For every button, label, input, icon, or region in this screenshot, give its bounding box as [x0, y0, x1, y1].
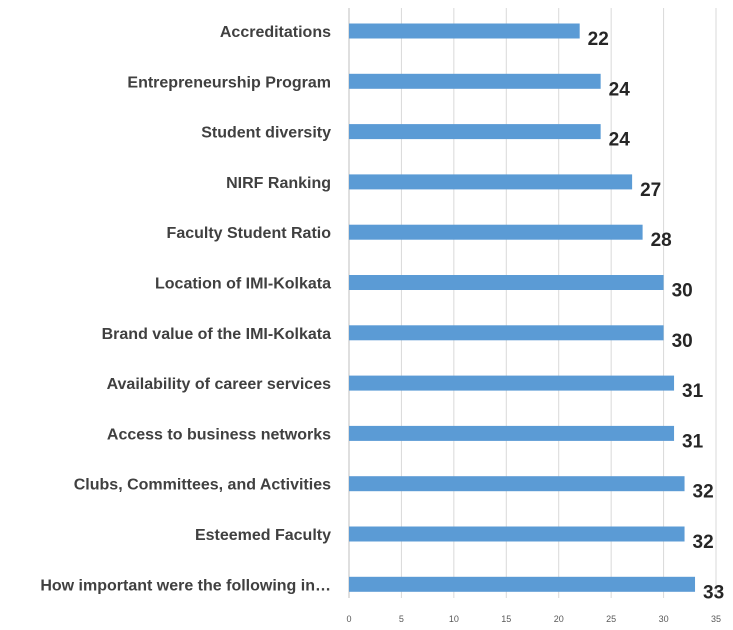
x-tick-label: 15: [501, 614, 511, 624]
data-label: 32: [693, 482, 714, 503]
data-label: 24: [609, 79, 631, 100]
bar: [349, 375, 675, 391]
category-label: Entrepreneurship Program: [127, 74, 331, 91]
bar: [349, 275, 664, 290]
bar: [349, 476, 685, 492]
x-tick-label: 35: [711, 614, 721, 624]
bar: [349, 576, 696, 592]
bar: [349, 124, 601, 140]
data-label: 28: [651, 230, 672, 251]
data-label: 24: [609, 130, 631, 151]
bar: [349, 174, 633, 190]
x-tick-label: 20: [554, 614, 564, 624]
x-axis-ticks: 0 5 10 15 20 25 30 35: [346, 614, 721, 624]
label-layer: Accreditations 22 Entrepreneurship Program…: [40, 24, 724, 603]
data-label: 32: [693, 532, 714, 553]
bar: [349, 425, 675, 441]
category-label: Esteemed Faculty: [195, 527, 331, 544]
bar: [349, 23, 580, 39]
data-label: 22: [588, 29, 609, 50]
category-label: Availability of career services: [107, 376, 332, 393]
category-label: Location of IMI-Kolkata: [155, 276, 331, 293]
bar-layer: [349, 23, 696, 592]
x-tick-label: 5: [399, 614, 404, 624]
category-label: Faculty Student Ratio: [167, 225, 332, 242]
x-tick-label: 30: [659, 614, 669, 624]
x-tick-label: 25: [606, 614, 616, 624]
category-label: Brand value of the IMI-Kolkata: [102, 326, 331, 343]
bar: [349, 224, 643, 240]
category-label: Access to business networks: [107, 426, 331, 443]
category-label: NIRF Ranking: [226, 175, 331, 192]
x-tick-label: 0: [346, 614, 351, 624]
bar: [349, 73, 601, 89]
bar: [349, 325, 664, 341]
data-label: 30: [672, 331, 693, 352]
category-label: Clubs, Committees, and Activities: [74, 477, 331, 494]
bar: [349, 526, 685, 542]
grid-layer: [348, 8, 717, 598]
data-label: 31: [682, 431, 704, 452]
category-label: Accreditations: [220, 24, 331, 41]
data-label: 27: [640, 180, 661, 201]
x-tick-label: 10: [449, 614, 459, 624]
category-label: Student diversity: [201, 125, 331, 142]
data-label: 33: [703, 582, 724, 603]
category-label: How important were the following in…: [40, 577, 331, 594]
data-label: 31: [682, 381, 704, 402]
data-label: 30: [672, 281, 693, 302]
